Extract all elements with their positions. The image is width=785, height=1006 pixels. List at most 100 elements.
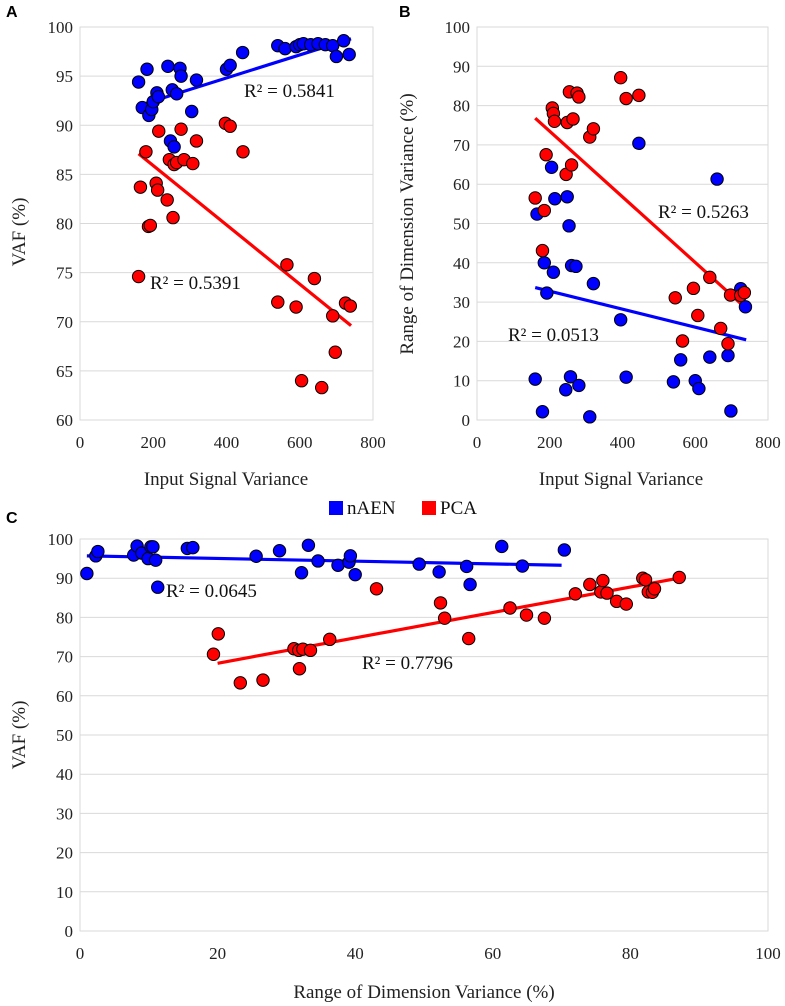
panel-a-label: A — [6, 4, 18, 21]
panel-b-trendline-naen — [534, 286, 747, 342]
panel-b-point-pca — [586, 122, 601, 136]
panel-b-point-naen — [562, 219, 576, 233]
panel-a-point-pca — [166, 210, 180, 225]
panel-b-point-naen — [563, 370, 578, 384]
panel-a-point-pca — [289, 300, 303, 314]
legend-swatch-naen — [329, 501, 343, 515]
panel-a-point-pca — [150, 183, 165, 197]
panel-c-point-pca — [433, 596, 448, 610]
panel-b-point-pca — [668, 291, 682, 305]
panel-b-point-naen — [632, 136, 646, 151]
panel-b-x-axis-title: Input Signal Variance — [539, 469, 703, 490]
panel-a-point-pca — [271, 295, 285, 309]
panel-c-point-pca — [369, 582, 384, 596]
panel-b-point-naen — [583, 410, 597, 424]
panel-c-point-naen — [515, 559, 530, 573]
panel-a-point-pca — [139, 145, 153, 159]
legend-label-pca: PCA — [440, 498, 477, 519]
panel-c-x-tick-label: 80 — [622, 944, 639, 963]
panel-c-point-pca — [256, 673, 270, 687]
panel-a-point-pca — [328, 345, 342, 359]
panel-b-point-pca — [691, 308, 705, 323]
panel-b-point-naen — [666, 375, 681, 389]
panel-a-y-tick-label: 90 — [56, 116, 73, 135]
panel-c-point-pca — [647, 582, 662, 596]
panel-c-point-pca — [519, 608, 534, 622]
panel-c-point-naen — [459, 559, 474, 574]
panel-c-point-pca — [211, 627, 225, 641]
panel-b-point-pca — [564, 158, 579, 172]
panel-a-trendline-pca — [137, 152, 353, 327]
panel-a-point-naen — [223, 58, 237, 73]
panel-b-y-axis-title: Range of Dimension Variance (%) — [397, 93, 418, 354]
panel-b-point-naen — [619, 370, 633, 384]
panel-a-point-pca — [174, 122, 188, 136]
panel-a-y-tick-label: 60 — [56, 411, 73, 430]
panel-a-r2-pca: R² = 0.5391 — [150, 273, 241, 294]
panel-c-point-naen — [151, 580, 165, 594]
panel-b-y-tick-label: 90 — [453, 57, 470, 76]
panel-a-point-naen — [140, 62, 154, 76]
panel-b-point-pca — [714, 321, 728, 336]
panel-c-y-tick-label: 80 — [56, 608, 73, 627]
panel-a-x-tick-label: 600 — [287, 433, 313, 452]
panel-c-point-naen — [495, 539, 509, 554]
panel-c-x-tick-label: 20 — [209, 944, 226, 963]
panel-b-point-pca — [566, 112, 580, 126]
legend: nAEN PCA — [329, 498, 477, 519]
panel-b-point-naen — [572, 378, 586, 393]
panel-b-point-pca — [703, 270, 717, 285]
panel-b-point-pca — [572, 90, 586, 104]
panel-b-x-tick-label: 800 — [755, 433, 781, 452]
panel-b-y-tick-label: 60 — [453, 175, 470, 194]
panel-b-y-tick-label: 100 — [445, 18, 471, 37]
panel-c-point-naen — [412, 557, 426, 571]
panel-c-point-naen — [294, 566, 309, 580]
panel-a-point-pca — [307, 271, 322, 286]
panel-a-y-axis-title: VAF (%) — [9, 198, 30, 267]
panel-b-y-tick-label: 70 — [453, 136, 470, 155]
panel-c-point-naen — [343, 549, 358, 563]
panel-b-point-pca — [528, 191, 542, 205]
panel-c-point-pca — [303, 643, 318, 658]
panel-c-point-naen — [463, 577, 477, 592]
panel-a-points — [131, 34, 357, 395]
panel-a-gridlines — [79, 26, 374, 421]
panel-a-point-naen — [235, 45, 250, 60]
panel-c-point-naen — [91, 544, 105, 559]
panel-a-point-pca — [152, 124, 166, 138]
panel-c-point-naen — [432, 565, 446, 579]
panel-b-point-naen — [721, 348, 735, 363]
panel-b-point-pca — [721, 337, 735, 351]
panel-b-point-naen — [613, 313, 628, 327]
panel-a-x-tick-label: 800 — [360, 433, 386, 452]
panel-b-point-pca — [619, 91, 633, 106]
panel-b-point-naen — [560, 190, 574, 204]
panel-c-point-naen — [331, 558, 345, 572]
panel-c-y-tick-label: 20 — [56, 844, 73, 863]
panel-a-point-pca — [315, 380, 329, 395]
panel-b-point-pca — [539, 148, 553, 162]
panel-c-x-tick-label: 0 — [76, 944, 85, 963]
panel-c-point-pca — [568, 587, 583, 601]
panel-a-point-pca — [143, 218, 158, 233]
panel-c-point-pca — [619, 597, 633, 611]
panel-c-point-pca — [206, 647, 221, 661]
panel-b-x-ticks: 0 200 400 600 800 — [473, 433, 781, 452]
panel-b-x-tick-label: 0 — [473, 433, 482, 452]
panel-c-point-naen — [80, 566, 94, 581]
panel-c-point-pca — [503, 601, 517, 615]
panel-b-point-naen — [546, 265, 561, 279]
panel-a-point-naen — [169, 87, 184, 101]
panel-c-x-tick-label: 60 — [484, 944, 501, 963]
panel-a-point-naen — [131, 75, 146, 89]
panel-c-point-naen — [311, 554, 325, 568]
panel-b-point-pca — [675, 334, 690, 348]
panel-a-y-tick-label: 65 — [56, 362, 73, 381]
panel-b: B 0 200 400 600 800 0 10 20 30 40 50 60 70 80 90 100 I… — [397, 4, 781, 490]
panel-c-points — [80, 538, 686, 690]
panel-a-point-naen — [329, 49, 344, 64]
panel-b-label: B — [399, 4, 411, 21]
panel-c-point-pca — [596, 573, 610, 588]
panel-b-point-naen — [724, 404, 738, 418]
